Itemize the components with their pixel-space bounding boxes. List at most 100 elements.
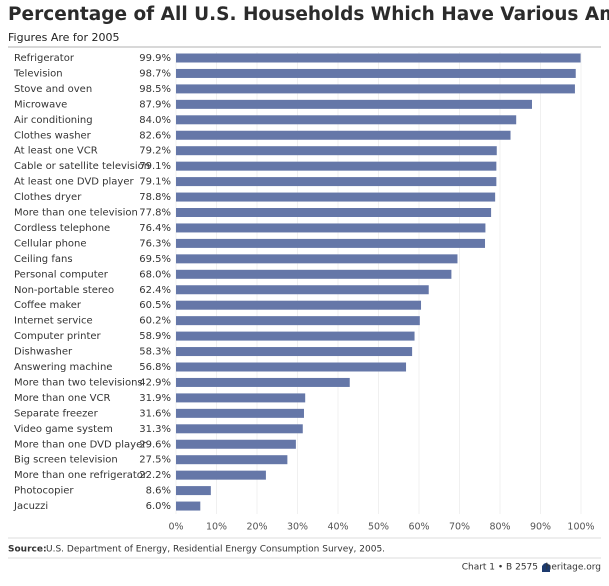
bar xyxy=(176,68,576,78)
x-tick-label: 60% xyxy=(408,522,429,533)
category-label: Cable or satellite television xyxy=(14,161,150,172)
category-label: Internet service xyxy=(14,316,93,327)
bar xyxy=(176,347,413,357)
value-label: 29.6% xyxy=(139,439,171,450)
bar xyxy=(176,285,429,295)
category-label: Clothes washer xyxy=(14,130,92,141)
x-tick-label: 100% xyxy=(567,522,594,533)
site[interactable]: heritage.org xyxy=(546,563,601,573)
bar xyxy=(176,254,458,264)
bar xyxy=(176,393,306,403)
category-label: Computer printer xyxy=(14,331,102,342)
bar xyxy=(176,146,497,156)
x-tick-label: 90% xyxy=(530,522,551,533)
value-label: 79.1% xyxy=(139,161,171,172)
category-label: Cellular phone xyxy=(14,238,87,249)
value-label: 76.4% xyxy=(139,223,171,234)
category-label: Non-portable stereo xyxy=(14,285,114,296)
value-label: 27.5% xyxy=(139,455,171,466)
value-label: 84.0% xyxy=(139,115,171,126)
bar xyxy=(176,53,581,63)
category-label: Jacuzzi xyxy=(13,501,48,512)
value-label: 31.6% xyxy=(139,408,171,419)
value-label: 31.3% xyxy=(139,424,171,435)
category-label: At least one DVD player xyxy=(14,177,134,188)
value-label: 31.9% xyxy=(139,393,171,404)
value-label: 82.6% xyxy=(139,130,171,141)
bar xyxy=(176,223,486,233)
source: U.S. Department of Energy, Residential E… xyxy=(46,545,385,555)
chart-subtitle: Figures Are for 2005 xyxy=(8,31,120,44)
category-label: Personal computer xyxy=(14,269,109,280)
category-label: More than one refrigerator xyxy=(14,470,148,481)
bar xyxy=(176,331,415,341)
value-label: 98.5% xyxy=(139,84,171,95)
source-label: Source: xyxy=(8,545,47,555)
category-label: Dishwasher xyxy=(14,347,73,358)
category-label: More than one VCR xyxy=(14,393,110,404)
bar xyxy=(176,99,532,109)
bar xyxy=(176,84,575,94)
value-label: 78.8% xyxy=(139,192,171,203)
value-label: 99.9% xyxy=(139,53,171,64)
bar xyxy=(176,455,288,465)
x-tick-label: 40% xyxy=(327,522,348,533)
value-label: 58.9% xyxy=(139,331,171,342)
value-label: 68.0% xyxy=(139,269,171,280)
bar xyxy=(176,192,496,202)
bar xyxy=(176,238,486,248)
x-tick-label: 80% xyxy=(489,522,510,533)
category-label: More than one television xyxy=(14,208,138,219)
bar xyxy=(176,424,303,434)
x-tick-label: 20% xyxy=(246,522,267,533)
category-label: Refrigerator xyxy=(14,53,75,64)
category-label: Big screen television xyxy=(14,455,118,466)
bar xyxy=(176,362,407,372)
value-label: 6.0% xyxy=(146,501,171,512)
value-label: 76.3% xyxy=(139,238,171,249)
value-label: 42.9% xyxy=(139,377,171,388)
bar xyxy=(176,177,497,187)
bar xyxy=(176,161,497,171)
category-label: Clothes dryer xyxy=(14,192,82,203)
bell-icon xyxy=(542,563,550,572)
value-label: 8.6% xyxy=(146,486,171,497)
bar xyxy=(176,300,422,310)
value-label: 98.7% xyxy=(139,68,171,79)
bar xyxy=(176,208,492,217)
value-label: 58.3% xyxy=(139,347,171,358)
x-tick-label: 10% xyxy=(206,522,227,533)
x-tick-label: 70% xyxy=(449,522,470,533)
category-label: More than two televisions xyxy=(14,377,143,388)
category-label: Stove and oven xyxy=(14,84,92,95)
bar xyxy=(176,470,266,480)
value-label: 62.4% xyxy=(139,285,171,296)
value-label: 60.2% xyxy=(139,316,171,327)
bar xyxy=(176,316,420,326)
value-label: 56.8% xyxy=(139,362,171,373)
value-label: 79.2% xyxy=(139,146,171,157)
chart-id: Chart 1 • B 2575 xyxy=(462,563,538,573)
x-tick-label: 30% xyxy=(287,522,308,533)
category-label: Photocopier xyxy=(14,486,74,497)
value-label: 22.2% xyxy=(139,470,171,481)
category-label: At least one VCR xyxy=(14,146,98,157)
category-label: Television xyxy=(13,68,63,79)
category-label: More than one DVD player xyxy=(14,439,147,450)
value-label: 77.8% xyxy=(139,208,171,219)
category-label: Separate freezer xyxy=(14,408,99,419)
bar xyxy=(176,486,211,496)
x-tick-label: 0% xyxy=(168,522,183,533)
category-label: Answering machine xyxy=(14,362,112,373)
bar xyxy=(176,115,517,125)
value-label: 60.5% xyxy=(139,300,171,311)
category-label: Coffee maker xyxy=(14,300,82,311)
bar xyxy=(176,269,452,279)
bar xyxy=(176,439,296,449)
bar xyxy=(176,130,511,140)
value-label: 69.5% xyxy=(139,254,171,265)
bar xyxy=(176,408,304,418)
value-label: 87.9% xyxy=(139,99,171,110)
chart-title: Percentage of All U.S. Households Which … xyxy=(8,4,609,25)
category-label: Microwave xyxy=(14,99,67,110)
